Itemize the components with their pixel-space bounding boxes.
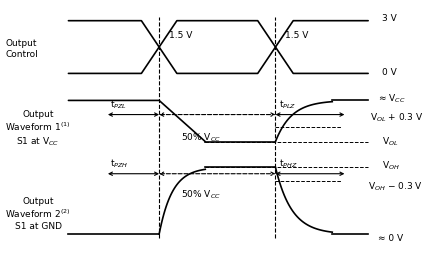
Text: V$_{OH}$: V$_{OH}$ [382,160,400,172]
Text: V$_{OL}$ + 0.3 V: V$_{OL}$ + 0.3 V [370,111,423,124]
Text: t$_{PZH}$: t$_{PZH}$ [110,158,128,170]
Text: Output
Waveform 1$^{(1)}$
S1 at V$_{CC}$: Output Waveform 1$^{(1)}$ S1 at V$_{CC}$ [5,110,71,148]
Text: 1.5 V: 1.5 V [169,31,192,40]
Text: t$_{PZL}$: t$_{PZL}$ [110,99,127,111]
Text: ≈ V$_{CC}$: ≈ V$_{CC}$ [378,93,405,105]
Text: 50% V$_{CC}$: 50% V$_{CC}$ [181,188,221,201]
Text: 50% V$_{CC}$: 50% V$_{CC}$ [181,132,221,144]
Text: ≈ 0 V: ≈ 0 V [378,233,403,243]
Text: V$_{OL}$: V$_{OL}$ [382,135,398,148]
Text: 3 V: 3 V [382,14,397,23]
Text: t$_{PLZ}$: t$_{PLZ}$ [279,99,297,111]
Text: 0 V: 0 V [382,68,397,77]
Text: V$_{OH}$ − 0.3 V: V$_{OH}$ − 0.3 V [368,181,423,193]
Text: Output
Waveform 2$^{(2)}$
S1 at GND: Output Waveform 2$^{(2)}$ S1 at GND [5,197,71,231]
Text: 1.5 V: 1.5 V [284,31,308,40]
Text: t$_{PHZ}$: t$_{PHZ}$ [279,158,298,170]
Text: Output
Control: Output Control [5,39,38,59]
